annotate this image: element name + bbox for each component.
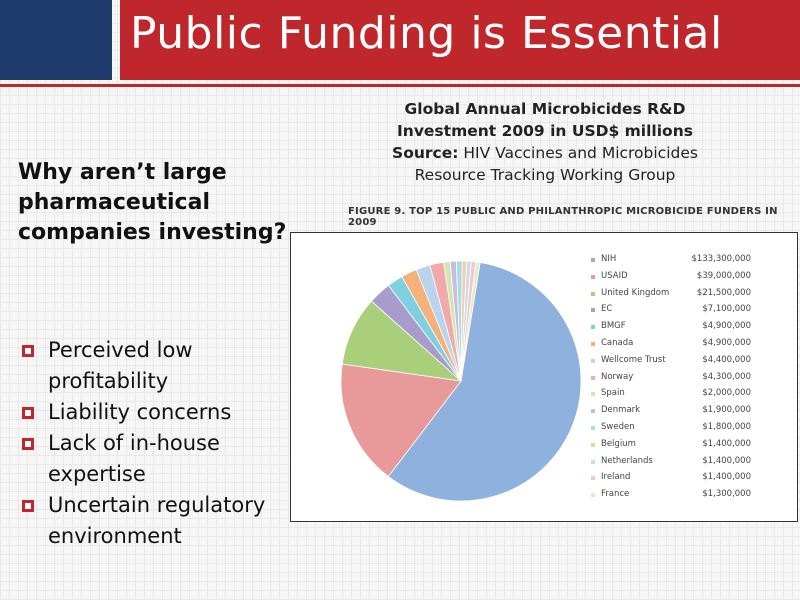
legend-item: Sweden $1,800,000 <box>591 421 791 438</box>
legend-item: NIH $133,300,000 <box>591 253 791 270</box>
legend-value: $1,800,000 <box>702 421 751 432</box>
legend-label: Wellcome Trust <box>601 354 666 365</box>
legend-label: Canada <box>601 337 634 348</box>
bullet-text: Lack of in-house expertise <box>48 431 220 486</box>
legend-value: $1,900,000 <box>702 405 751 416</box>
legend-swatch <box>591 291 595 296</box>
caption-source: Source: HIV Vaccines and Microbicides Re… <box>370 142 720 186</box>
square-bullet-icon <box>22 407 34 419</box>
legend-item: Ireland $1,400,000 <box>591 471 791 488</box>
corner-box <box>0 0 112 80</box>
legend-item: United Kingdom $21,500,000 <box>591 287 791 304</box>
bullet-text: Liability concerns <box>48 400 232 424</box>
legend-swatch <box>591 442 595 447</box>
pie-chart <box>340 260 582 502</box>
legend-item: Canada $4,900,000 <box>591 337 791 354</box>
legend-label: United Kingdom <box>601 287 670 298</box>
legend-value: $7,100,000 <box>702 304 751 315</box>
legend-value: $4,400,000 <box>702 354 751 365</box>
legend-swatch <box>591 425 595 430</box>
title-bar: Public Funding is Essential <box>120 0 800 80</box>
legend-label: Belgium <box>601 438 636 449</box>
bullet-list: Perceived low profitability Liability co… <box>22 335 292 552</box>
legend-label: Norway <box>601 371 634 382</box>
square-bullet-icon <box>22 438 34 450</box>
bullet-item: Perceived low profitability <box>22 335 292 397</box>
legend-swatch <box>591 341 595 346</box>
legend-swatch <box>591 476 595 481</box>
legend-label: Netherlands <box>601 455 653 466</box>
question-heading: Why aren’t large pharmaceutical companie… <box>18 160 287 245</box>
square-bullet-icon <box>22 345 34 357</box>
legend-label: Ireland <box>601 472 631 483</box>
pie-slice-usaid <box>340 363 462 478</box>
legend-item: Wellcome Trust $4,400,000 <box>591 354 791 371</box>
legend-value: $133,300,000 <box>691 254 751 264</box>
slide-title: Public Funding is Essential <box>130 8 723 59</box>
chart-legend: NIH $133,300,000 USAID $39,000,000 United Ki… <box>591 253 791 505</box>
legend-label: Denmark <box>601 405 641 416</box>
legend-label: BMGF <box>601 321 626 332</box>
legend-item: BMGF $4,900,000 <box>591 320 791 337</box>
legend-swatch <box>591 358 595 363</box>
pie-slice-france <box>460 261 481 382</box>
square-bullet-icon <box>22 500 34 512</box>
caption-source-text: HIV Vaccines and Microbicides Resource T… <box>414 144 698 184</box>
legend-swatch <box>591 308 595 313</box>
figure-title: FIGURE 9. TOP 15 PUBLIC AND PHILANTHROPI… <box>348 206 778 228</box>
legend-value: $1,400,000 <box>702 438 751 449</box>
legend-item: Denmark $1,900,000 <box>591 404 791 421</box>
legend-value: $4,300,000 <box>702 371 751 382</box>
legend-value: $1,400,000 <box>702 455 751 466</box>
bullet-text: Uncertain regulatory environment <box>48 493 266 548</box>
chart-caption: Global Annual Microbicides R&D Investmen… <box>370 98 720 186</box>
legend-swatch <box>591 409 595 414</box>
bullet-item: Lack of in-house expertise <box>22 428 292 490</box>
legend-label: France <box>601 489 630 500</box>
legend-value: $2,000,000 <box>702 388 751 399</box>
legend-swatch <box>591 493 595 498</box>
pie-slice-nih <box>387 262 582 502</box>
legend-value: $39,000,000 <box>696 270 751 281</box>
legend-item: EC $7,100,000 <box>591 303 791 320</box>
bullet-item: Uncertain regulatory environment <box>22 490 292 552</box>
bullet-item: Liability concerns <box>22 397 292 428</box>
legend-value: $4,900,000 <box>702 337 751 348</box>
legend-value: $21,500,000 <box>696 287 751 298</box>
legend-value: $1,400,000 <box>702 472 751 483</box>
legend-swatch <box>591 375 595 380</box>
legend-label: EC <box>601 304 613 315</box>
legend-item: France $1,300,000 <box>591 488 791 505</box>
caption-title: Global Annual Microbicides R&D Investmen… <box>397 100 693 140</box>
legend-label: USAID <box>601 270 628 281</box>
legend-label: Sweden <box>601 421 635 432</box>
legend-item: Norway $4,300,000 <box>591 371 791 388</box>
bullet-text: Perceived low profitability <box>48 338 193 393</box>
legend-item: USAID $39,000,000 <box>591 270 791 287</box>
legend-item: Spain $2,000,000 <box>591 387 791 404</box>
legend-swatch <box>591 258 595 262</box>
caption-source-label: Source: <box>392 144 459 162</box>
legend-label: NIH <box>601 254 617 264</box>
legend-value: $4,900,000 <box>702 321 751 332</box>
legend-swatch <box>591 392 595 397</box>
chart-box: NIH $133,300,000 USAID $39,000,000 United Ki… <box>290 232 798 522</box>
legend-swatch <box>591 459 595 464</box>
legend-item: Belgium $1,400,000 <box>591 438 791 455</box>
title-divider <box>0 84 800 87</box>
legend-swatch <box>591 274 595 279</box>
legend-swatch <box>591 325 595 330</box>
legend-item: Netherlands $1,400,000 <box>591 455 791 472</box>
legend-value: $1,300,000 <box>702 489 751 500</box>
legend-label: Spain <box>601 388 625 399</box>
